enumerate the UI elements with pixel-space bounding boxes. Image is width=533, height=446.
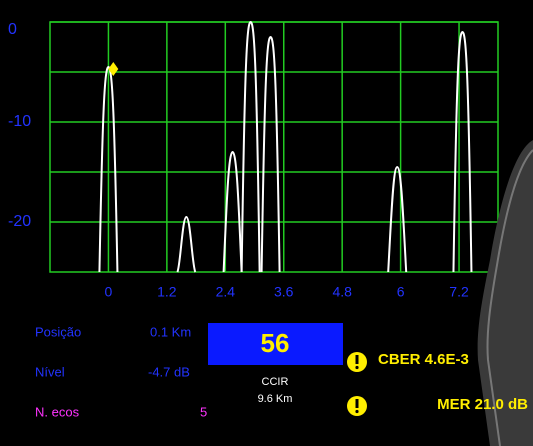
standard: CCIR — [262, 376, 289, 388]
warning-mark — [356, 399, 359, 408]
x-tick-label: 3.6 — [274, 284, 294, 300]
screen: 0-10-2001.22.43.64.867.2 Posição 0.1 Km … — [0, 0, 533, 446]
x-tick-label: 6 — [397, 284, 405, 300]
x-tick-label: 2.4 — [216, 284, 236, 300]
x-tick-label: 0 — [105, 284, 113, 300]
y-tick-label: -20 — [8, 213, 31, 230]
level-value: -4.7 dB — [148, 364, 190, 379]
y-tick-label: -10 — [8, 113, 31, 130]
level-label: Nível — [35, 364, 65, 379]
mer: MER 21.0 dB — [437, 396, 528, 413]
position-label: Posição — [35, 324, 81, 339]
warning-dot — [355, 366, 358, 369]
x-tick-label: 7.2 — [449, 284, 469, 300]
echoes-value: 5 — [200, 404, 207, 419]
warning-dot — [355, 410, 358, 413]
distance: 9.6 Km — [258, 393, 293, 405]
x-tick-label: 1.2 — [157, 284, 177, 300]
x-tick-label: 4.8 — [332, 284, 352, 300]
cber: CBER 4.6E-3 — [378, 351, 469, 368]
warning-mark — [356, 355, 359, 364]
echoes-label: N. ecos — [35, 404, 80, 419]
position-value: 0.1 Km — [150, 324, 191, 339]
y-tick-label: 0 — [8, 21, 17, 38]
channel: 56 — [261, 328, 290, 358]
